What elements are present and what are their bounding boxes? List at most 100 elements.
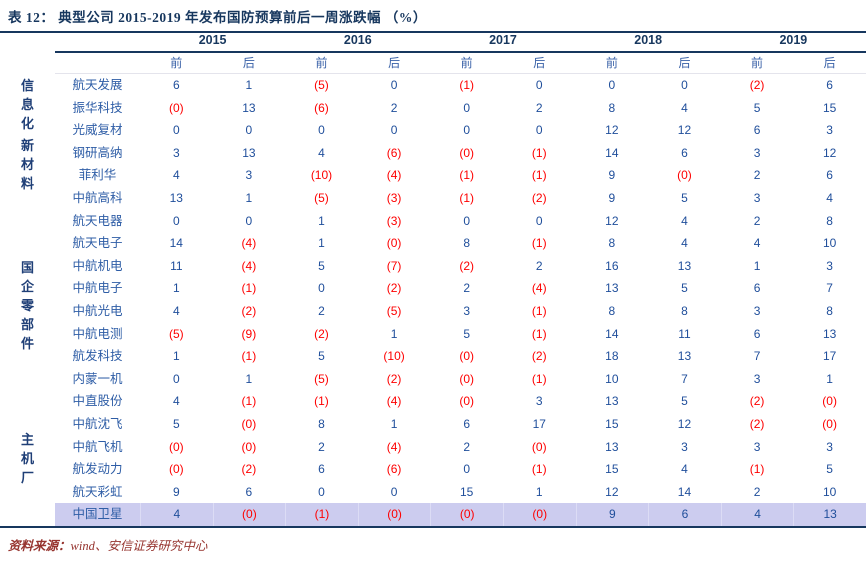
value-cell: (2) bbox=[459, 258, 474, 273]
value-cell: (9) bbox=[241, 326, 257, 341]
group-label: 信息化 bbox=[0, 76, 55, 133]
value-cell: 15 bbox=[459, 484, 474, 499]
value-cell: 16 bbox=[605, 258, 619, 273]
subheader-after: 后 bbox=[388, 56, 401, 70]
value-cell: 13 bbox=[677, 349, 692, 364]
value-cell: 4 bbox=[172, 168, 180, 183]
value-cell: 12 bbox=[822, 145, 837, 160]
table-row: 航发科技 1 (1) 5 (10) (0) (2) 18 13 7 17 bbox=[0, 345, 866, 368]
value-cell: (1) bbox=[314, 394, 329, 409]
value-cell: 3 bbox=[753, 145, 761, 160]
table-row: 光威复材 0 0 0 0 0 0 12 12 6 3 bbox=[0, 119, 866, 142]
group-label-char: 化 bbox=[20, 116, 34, 131]
value-cell: 9 bbox=[575, 503, 649, 526]
value-cell: (0) bbox=[459, 349, 474, 364]
value-cell: 7 bbox=[826, 281, 833, 296]
group-spacer bbox=[0, 232, 55, 255]
value-cell: 14 bbox=[677, 484, 692, 499]
value-cell: 6 bbox=[681, 145, 688, 160]
group-label-char: 企 bbox=[20, 278, 34, 294]
value-cell: 4 bbox=[172, 394, 180, 409]
value-cell: (6) bbox=[386, 462, 402, 477]
value-cell: (3) bbox=[386, 190, 402, 205]
group-label-char: 新 bbox=[20, 138, 34, 153]
value-cell: 1 bbox=[245, 78, 253, 92]
group-label-char: 材 bbox=[20, 157, 34, 172]
value-cell: 3 bbox=[753, 190, 761, 205]
value-cell: 2 bbox=[535, 258, 543, 273]
table-title: 表 12： 典型公司 2015-2019 年发布国防预算前后一周涨跌幅 （%） bbox=[0, 0, 866, 33]
value-cell: (4) bbox=[241, 258, 257, 273]
subheader-underline bbox=[55, 73, 866, 74]
group-spacer bbox=[0, 368, 55, 391]
years-underline bbox=[55, 51, 866, 53]
company-name: 振华科技 bbox=[72, 100, 123, 115]
company-name: 航发科技 bbox=[72, 349, 123, 364]
value-cell: 10 bbox=[822, 236, 837, 251]
value-cell: 6 bbox=[318, 462, 325, 477]
value-cell: 0 bbox=[390, 78, 398, 92]
value-cell: 2 bbox=[318, 303, 325, 318]
value-cell: (10) bbox=[310, 168, 333, 183]
value-cell: 10 bbox=[605, 371, 619, 386]
group-label-char: 部 bbox=[20, 316, 34, 332]
subheader-after: 后 bbox=[242, 56, 255, 70]
value-cell: (1) bbox=[241, 394, 257, 409]
value-cell: 0 bbox=[463, 123, 471, 138]
value-cell: 0 bbox=[172, 213, 180, 228]
value-cell: 1 bbox=[826, 371, 833, 386]
value-cell: 3 bbox=[826, 439, 833, 454]
value-cell: (5) bbox=[314, 371, 329, 386]
value-cell: (0) bbox=[531, 439, 547, 454]
company-name: 菲利华 bbox=[78, 168, 117, 183]
value-cell: 3 bbox=[463, 303, 471, 318]
year-header: 2017 bbox=[489, 33, 517, 47]
table-row: 中直股份 4 (1) (1) (4) (0) 3 13 5 (2) (0) bbox=[0, 390, 866, 413]
value-cell: 2 bbox=[753, 168, 761, 183]
value-cell: 14 bbox=[605, 326, 619, 341]
value-cell: (0) bbox=[822, 416, 837, 431]
value-cell: 8 bbox=[826, 303, 833, 318]
value-cell: 4 bbox=[681, 236, 688, 251]
value-cell: 8 bbox=[318, 416, 325, 431]
value-cell: 5 bbox=[318, 349, 325, 364]
value-cell: (0) bbox=[357, 503, 431, 526]
subheader-before: 前 bbox=[315, 56, 328, 70]
group-label-char: 信 bbox=[20, 78, 34, 93]
value-cell: 2 bbox=[535, 100, 543, 115]
value-cell: 0 bbox=[463, 462, 471, 477]
value-cell: 4 bbox=[172, 303, 180, 318]
table-row: 内蒙一机 0 1 (5) (2) (0) (1) 10 7 3 1 bbox=[0, 368, 866, 391]
company-name: 中航电测 bbox=[72, 326, 123, 341]
value-cell: (1) bbox=[285, 503, 358, 526]
subheader-after: 后 bbox=[678, 56, 691, 70]
value-cell: (1) bbox=[459, 78, 474, 92]
year-header: 2018 bbox=[634, 33, 663, 47]
value-cell: (0) bbox=[430, 503, 503, 526]
value-cell: (1) bbox=[531, 371, 547, 386]
company-name: 中航飞机 bbox=[72, 439, 123, 454]
value-cell: (2) bbox=[241, 303, 257, 318]
value-cell: 4 bbox=[140, 503, 213, 526]
table-row: 航天电子 14 (4) 1 (0) 8 (1) 8 4 4 10 bbox=[0, 232, 866, 255]
value-cell: 1 bbox=[245, 190, 253, 205]
value-cell: (1) bbox=[241, 281, 257, 296]
table-row: 中航电测 (5) (9) (2) 1 5 (1) 14 11 6 13 bbox=[0, 323, 866, 346]
company-name: 中直股份 bbox=[72, 394, 123, 409]
group-label-char: 零 bbox=[20, 297, 34, 313]
table-row: 菲利华 4 3 (10) (4) (1) (1) 9 (0) 2 6 bbox=[0, 164, 866, 187]
value-cell: 12 bbox=[677, 123, 692, 138]
value-cell: 4 bbox=[681, 462, 688, 477]
value-cell: 3 bbox=[826, 258, 833, 273]
subheader-before: 前 bbox=[605, 56, 618, 70]
table-row: 振华科技 (0) 13 (6) 2 0 2 8 4 5 15 bbox=[0, 97, 866, 120]
value-cell: (6) bbox=[386, 145, 402, 160]
value-cell: 1 bbox=[172, 281, 180, 296]
source-label: 资料来源： bbox=[8, 539, 71, 553]
table-row: 航天彩虹 9 6 0 0 15 1 12 14 2 10 bbox=[0, 481, 866, 504]
value-cell: 4 bbox=[753, 236, 761, 251]
value-cell: 4 bbox=[720, 503, 794, 526]
value-cell: 14 bbox=[169, 236, 183, 251]
value-cell: 2 bbox=[318, 439, 325, 454]
